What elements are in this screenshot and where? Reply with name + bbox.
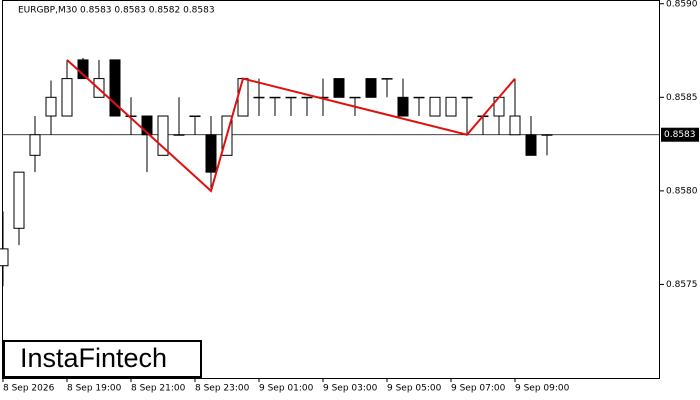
plot-frame — [2, 0, 660, 379]
candle-body — [509, 115, 521, 136]
current-price-box — [661, 127, 699, 142]
candle-body — [237, 78, 249, 117]
candle-body — [0, 248, 9, 267]
x-tick-label: 9 Sep 09:00 — [515, 384, 570, 394]
x-tick-label: 9 Sep 05:00 — [387, 384, 442, 394]
candle-body — [45, 96, 57, 117]
candle-body — [125, 115, 137, 118]
candle-body — [157, 115, 169, 156]
candle-body — [461, 96, 473, 99]
candle-body — [141, 115, 153, 136]
candle-body — [445, 96, 457, 117]
x-tick-label: 8 Sep 19:00 — [67, 384, 122, 394]
x-tick-label: 9 Sep 07:00 — [451, 384, 506, 394]
candle-body — [525, 134, 537, 156]
candle-body — [189, 115, 201, 118]
candle-body — [541, 134, 553, 136]
candle-body — [397, 96, 409, 117]
x-tick-label: 9 Sep 03:00 — [323, 384, 378, 394]
pattern-line — [66, 59, 516, 193]
logo: InstaFintech — [20, 343, 167, 373]
candle-body — [269, 96, 281, 99]
y-tick-label: 0.8580 — [666, 186, 698, 196]
candle-body — [173, 134, 185, 136]
candle-body — [349, 96, 361, 99]
x-tick-label: 8 Sep 21:00 — [131, 384, 186, 394]
candle-body — [301, 96, 313, 99]
x-tick-label: 8 Sep 23:00 — [195, 384, 250, 394]
candle-body — [29, 134, 41, 156]
candle-body — [381, 78, 393, 80]
candle-body — [429, 96, 441, 117]
candle-body — [285, 96, 297, 99]
candle-body — [365, 78, 377, 98]
candle-body — [205, 134, 217, 173]
logo-box — [3, 340, 202, 378]
y-tick-label: 0.8590 — [666, 0, 698, 9]
y-tick-label: 0.8575 — [666, 280, 698, 290]
chart-title: EURGBP,M30 0.8583 0.8583 0.8582 0.8583 — [18, 6, 215, 16]
candle-body — [333, 78, 345, 98]
current-price-label: 0.8583 — [664, 130, 696, 140]
candle-body — [413, 96, 425, 99]
candle-body — [13, 171, 25, 229]
candle-body — [253, 96, 265, 99]
y-tick-label: 0.8585 — [666, 93, 698, 103]
x-tick-label: 8 Sep 2026 — [3, 384, 55, 394]
candle-body — [61, 78, 73, 117]
x-tick-label: 9 Sep 01:00 — [259, 384, 314, 394]
candle-body — [109, 59, 121, 117]
